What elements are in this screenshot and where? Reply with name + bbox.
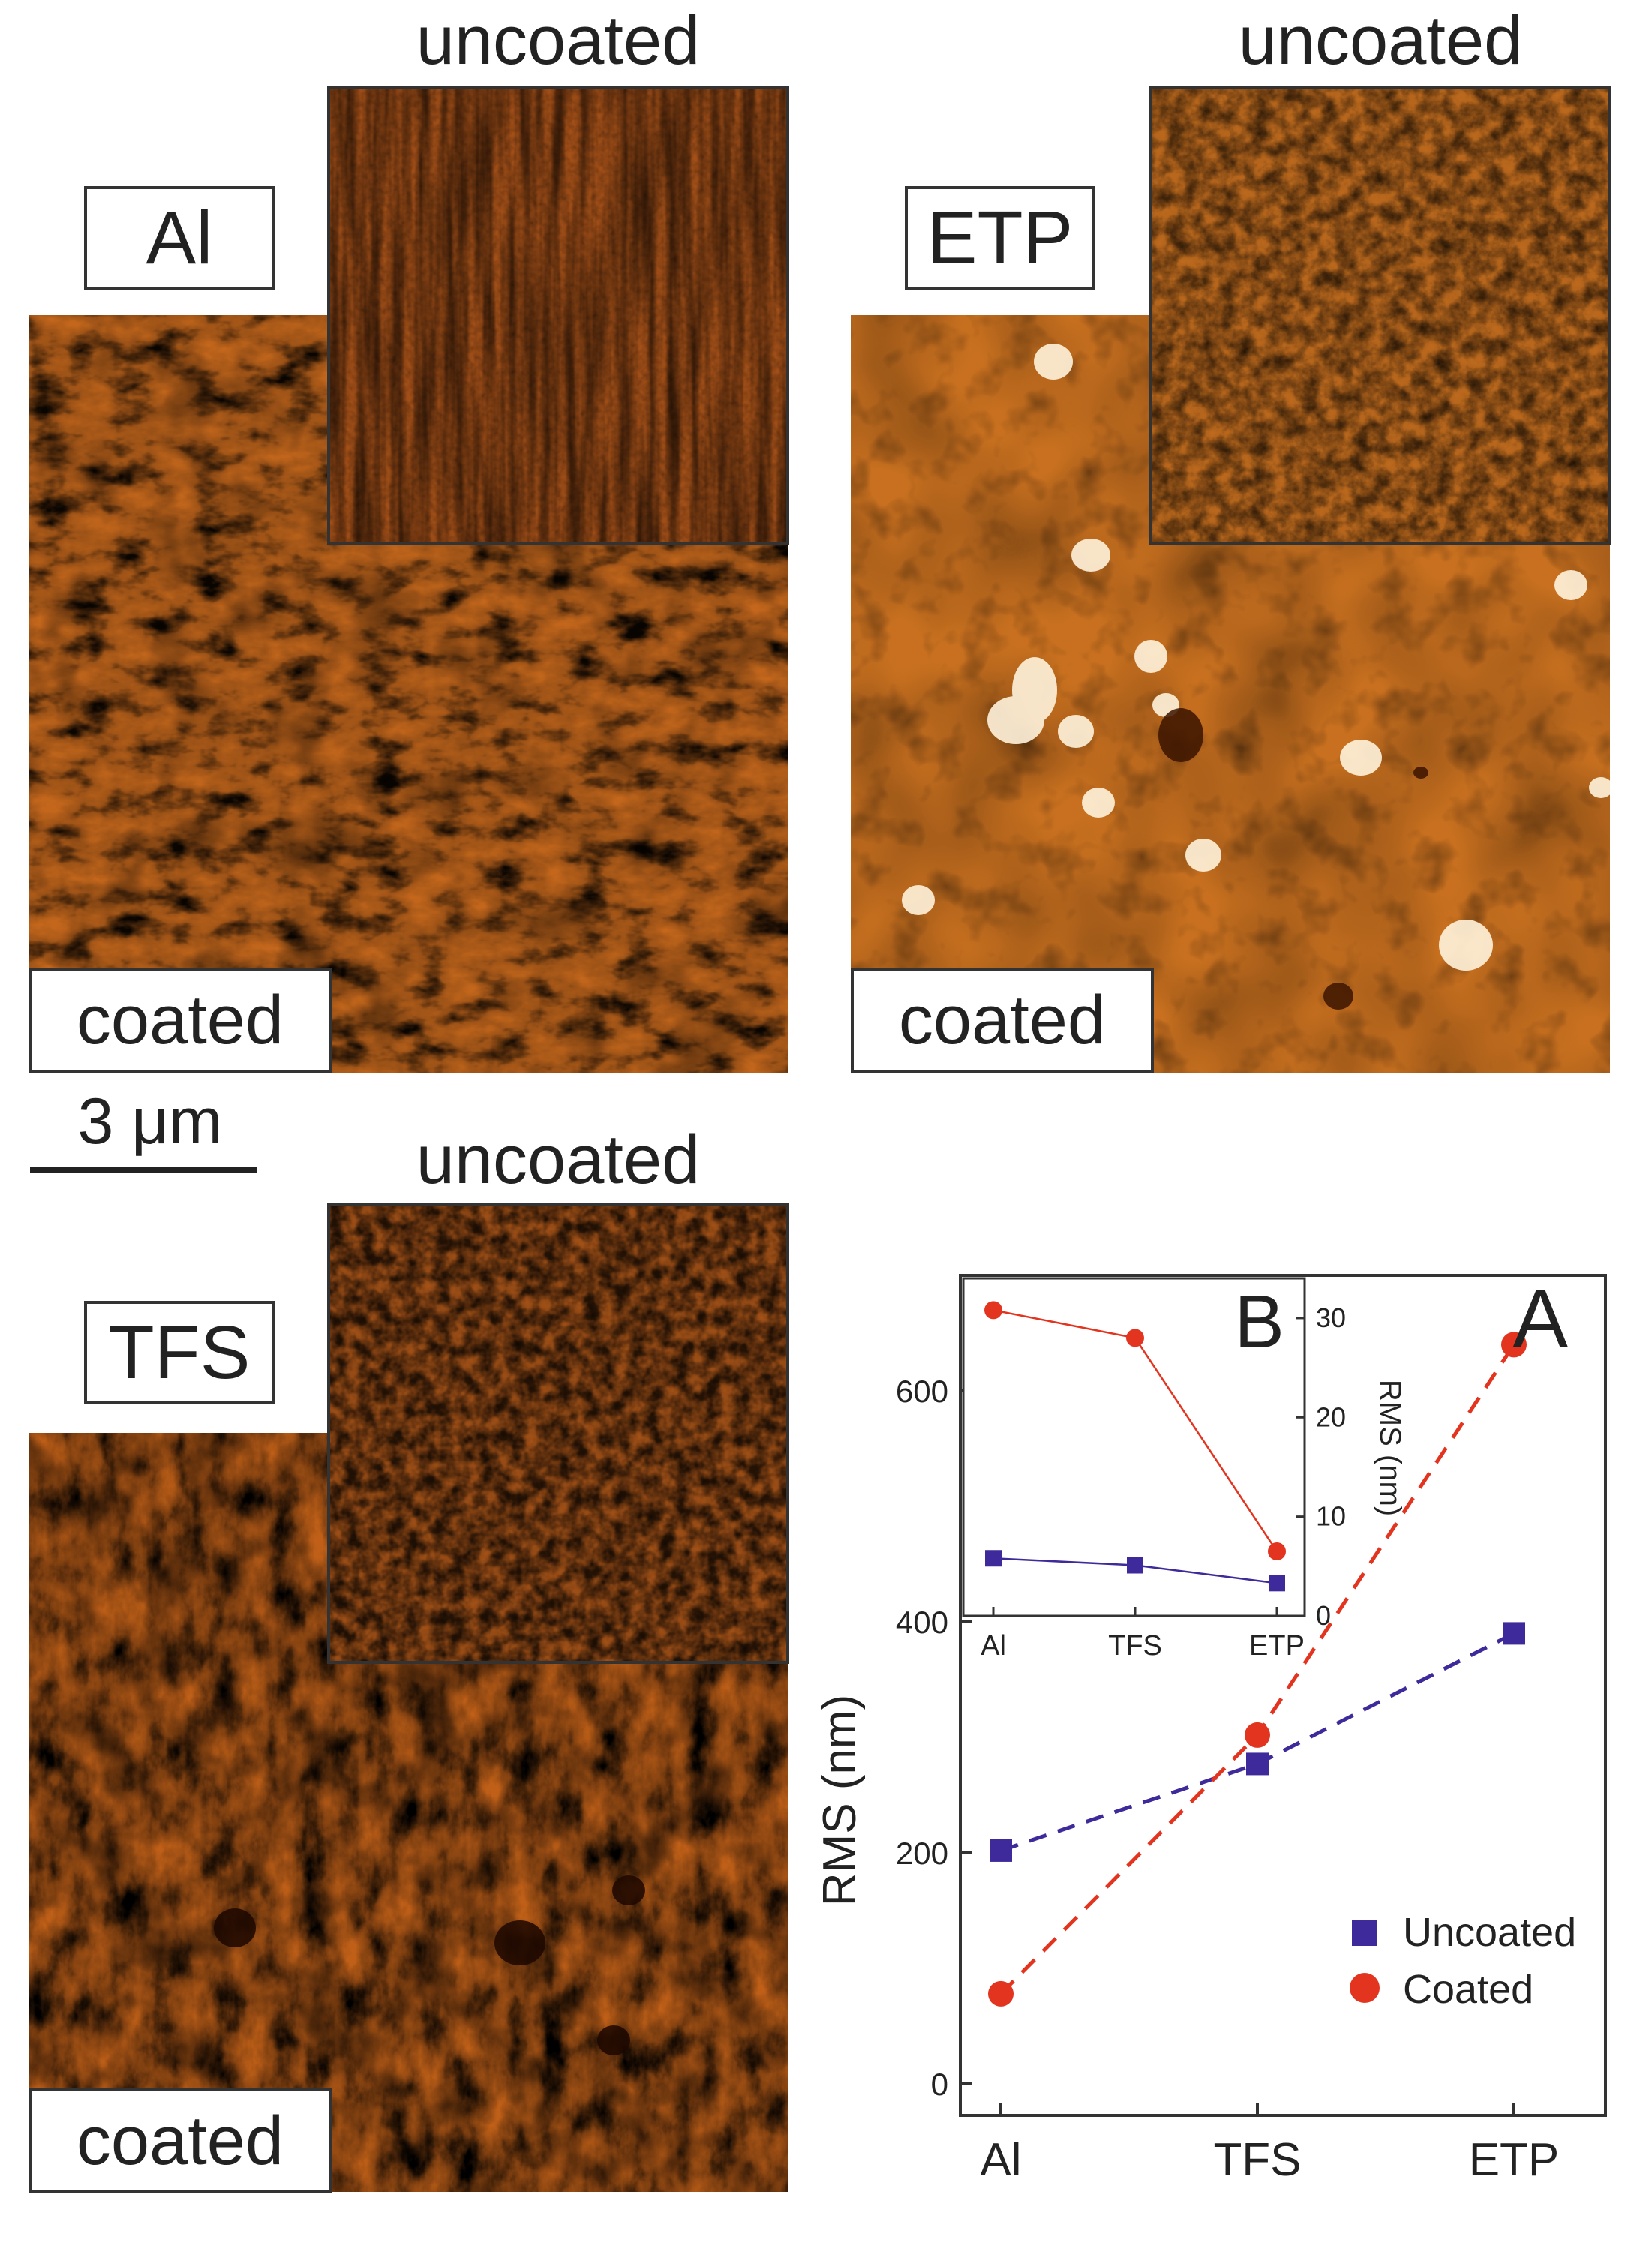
chart-a-x-tick-label: Al [980, 2134, 1021, 2186]
legend-coated-label: Coated [1403, 1967, 1533, 2012]
chart-a-point-coated [1245, 1722, 1270, 1748]
chart-b-panel-label: B [1234, 1280, 1284, 1364]
chart-a-legend: Uncoated Coated [1350, 1910, 1576, 2012]
chart-a-y-tick-label: 400 [896, 1605, 948, 1640]
chart-a-x-tick-label: ETP [1469, 2134, 1560, 2186]
chart-a-point-uncoated [1246, 1752, 1269, 1776]
chart-a-y-tick-label: 200 [896, 1836, 948, 1871]
chart-b-x-tick-label: ETP [1249, 1630, 1305, 1662]
chart-b-x-tick-label: Al [981, 1630, 1006, 1662]
chart-b-y-tick-label: 20 [1316, 1401, 1346, 1432]
chart-a-point-uncoated [1503, 1622, 1525, 1645]
scale-bar [30, 1167, 257, 1173]
al-uncoated-label: uncoated [416, 2, 701, 79]
tfs-uncoated-label: uncoated [416, 1121, 701, 1198]
chart-b-point-uncoated [1269, 1575, 1285, 1592]
chart-a-y-axis-label: RMS (nm) [814, 1695, 866, 1906]
chart-a-panel-label: A [1513, 1272, 1569, 1365]
tfs-material-label: TFS [84, 1301, 275, 1404]
etp-uncoated-label: uncoated [1238, 2, 1523, 79]
chart-b-y-tick-label: 0 [1316, 1600, 1331, 1631]
chart-a-y-tick-label: 0 [931, 2067, 948, 2102]
chart-b-point-uncoated [1127, 1557, 1143, 1574]
chart-a-y-tick-label: 600 [896, 1374, 948, 1409]
chart-a-plot-frame [959, 1274, 1607, 2117]
al-uncoated-afm-image [327, 86, 789, 545]
chart-b-point-coated [984, 1301, 1002, 1320]
al-coated-label: coated [29, 968, 332, 1073]
tfs-coated-label: coated [29, 2088, 332, 2193]
legend-uncoated-marker [1352, 1920, 1377, 1946]
etp-material-label: ETP [905, 186, 1095, 290]
al-material-label: Al [84, 186, 275, 290]
etp-uncoated-afm-image [1149, 86, 1611, 545]
chart-a-x-tick-label: TFS [1213, 2134, 1301, 2186]
scale-bar-label: 3 μm [77, 1085, 223, 1158]
chart-a-point-coated [1501, 1332, 1527, 1358]
tfs-uncoated-afm-image [327, 1203, 789, 1664]
chart-b-point-coated [1126, 1329, 1144, 1347]
chart-b-y-tick-label: 30 [1316, 1302, 1346, 1333]
legend-uncoated-label: Uncoated [1403, 1910, 1576, 1955]
chart-b-point-coated [1268, 1542, 1286, 1560]
chart-b-point-uncoated [985, 1550, 1002, 1567]
etp-coated-label: coated [851, 968, 1154, 1073]
rms-chart: 0 200 400 600 Al TFS ETP RMS (nm) A 0 10 20 30 A… [814, 1272, 1607, 2186]
chart-b-y-tick-label: 10 [1316, 1501, 1346, 1532]
chart-a-point-uncoated [990, 1839, 1012, 1862]
chart-b-x-tick-label: TFS [1108, 1630, 1162, 1662]
chart-b-y-axis-label: RMS (nm) [1374, 1380, 1407, 1516]
legend-coated-marker [1350, 1973, 1380, 2003]
chart-a-point-coated [988, 1980, 1014, 2007]
